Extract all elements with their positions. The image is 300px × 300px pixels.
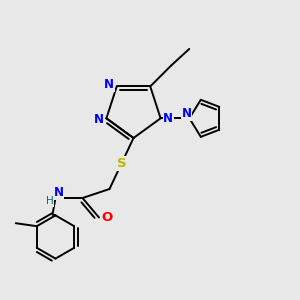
Text: N: N xyxy=(182,107,191,120)
Text: H: H xyxy=(46,196,53,206)
Text: N: N xyxy=(94,113,104,126)
Text: N: N xyxy=(104,78,114,92)
Text: S: S xyxy=(117,157,126,170)
Text: O: O xyxy=(101,211,112,224)
Text: N: N xyxy=(163,112,173,125)
Text: N: N xyxy=(53,186,64,199)
